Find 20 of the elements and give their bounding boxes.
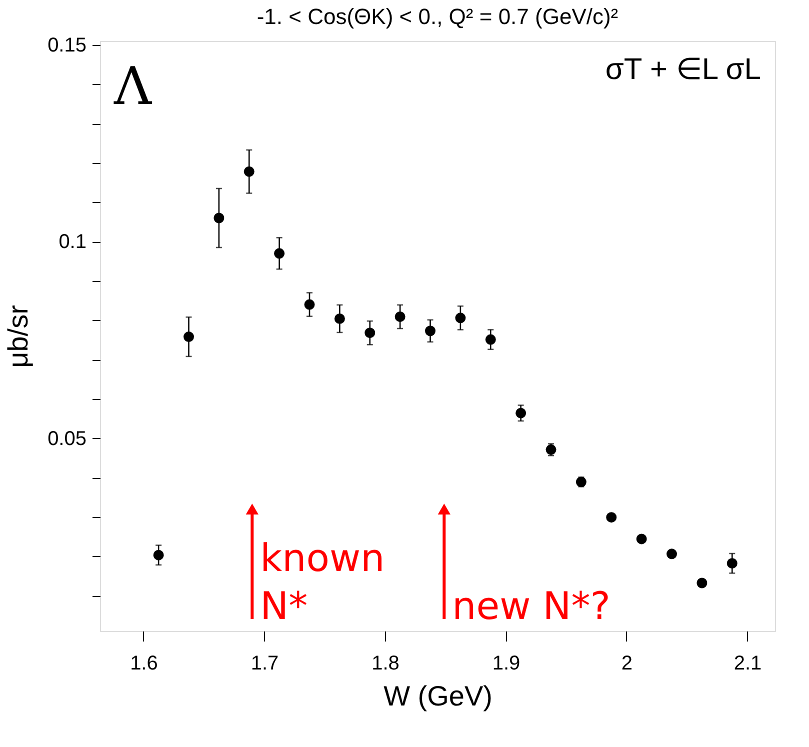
y-tick-label: 0.05 — [48, 428, 86, 450]
annotation: σT + ∈L σL — [605, 53, 761, 86]
point — [606, 512, 617, 523]
annotation: Λ — [113, 57, 153, 117]
x-axis-title: W (GeV) — [384, 680, 492, 712]
annotation: known N* — [260, 536, 385, 628]
x-tick-label: 1.7 — [250, 652, 279, 674]
y-tick-label: 0.1 — [58, 231, 86, 254]
annotation: new N*? — [452, 584, 610, 628]
point — [636, 534, 647, 544]
y-axis-title: μb/sr — [2, 305, 34, 368]
x-tick-label: 2 — [621, 652, 633, 674]
y-tick-label: 0.15 — [48, 34, 86, 56]
x-tick-label: 2.1 — [734, 652, 762, 674]
point — [696, 578, 708, 588]
x-tick-label: 1.9 — [492, 652, 520, 674]
x-tick-label: 1.6 — [130, 652, 158, 674]
point — [666, 548, 677, 560]
chart-title: -1. < Cos(ΘK) < 0., Q² = 0.7 (GeV/c)² — [256, 4, 618, 29]
x-tick-label: 1.8 — [372, 652, 400, 674]
